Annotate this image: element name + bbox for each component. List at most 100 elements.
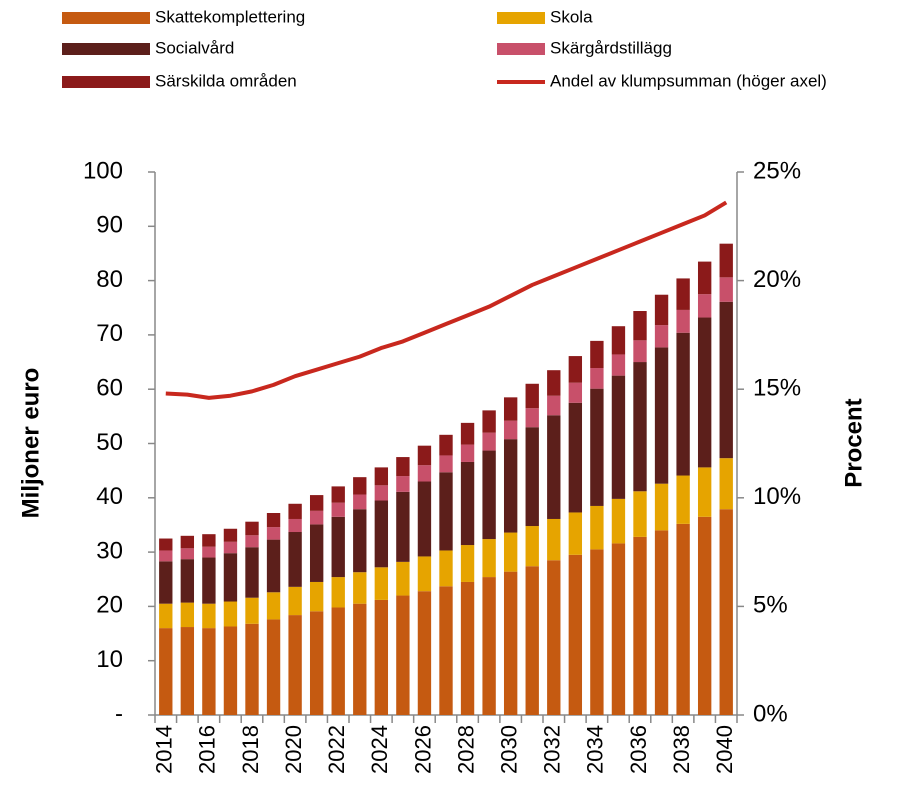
bar-segment (396, 491, 410, 562)
bar-segment (180, 602, 195, 628)
bar-segment (654, 530, 669, 715)
bar-segment (697, 294, 712, 318)
bar-segment (460, 461, 475, 546)
bar-segment (697, 467, 712, 517)
legend-swatch (497, 12, 545, 24)
bar-segment (180, 627, 195, 715)
bar-segment (331, 577, 345, 608)
bar-segment (547, 395, 561, 416)
bar-segment (396, 595, 410, 715)
x-tick-label: 2034 (583, 725, 608, 774)
bar-segment (202, 603, 216, 629)
bar-segment (482, 450, 496, 540)
legend-label: Andel av klumpsumman (höger axel) (550, 71, 827, 90)
x-tick-label: 2018 (238, 725, 263, 774)
bar-segment (676, 523, 690, 715)
bar-segment (525, 566, 539, 715)
x-tick-label: 2028 (453, 725, 478, 774)
bar-segment (611, 498, 626, 544)
y-tick-label: 40 (96, 483, 123, 510)
bar-segment (482, 410, 496, 433)
bar-segment (460, 422, 475, 445)
bar-segment (288, 586, 302, 616)
bar-segment (525, 526, 539, 567)
bar-segment (245, 597, 259, 624)
bar-segment (417, 591, 432, 715)
x-tick-label: 2024 (367, 725, 392, 774)
bar-segment (547, 518, 561, 561)
bar-segment (159, 603, 173, 629)
y2-tick-label: 15% (753, 375, 801, 402)
bar-segment (590, 505, 604, 550)
bar-segment (719, 509, 733, 715)
bar-segment (331, 486, 345, 503)
bar-segment (676, 475, 690, 524)
bar-segment (180, 559, 195, 603)
bar-segment (309, 495, 324, 511)
bar-segment (223, 553, 238, 602)
x-tick-label: 2016 (195, 725, 220, 774)
bar-segment (719, 243, 733, 278)
bar-segment (223, 626, 238, 715)
bar-segment (331, 516, 345, 578)
y-tick-label: 10 (96, 646, 123, 673)
bar-segment (503, 532, 518, 572)
y2-axis-title: Procent (840, 398, 867, 487)
bar-segment (611, 375, 626, 499)
bar-segment (202, 628, 216, 715)
bar-segment (525, 427, 539, 527)
bar-segment (568, 512, 583, 555)
bar-segment (611, 354, 626, 376)
bar-segment (353, 603, 367, 715)
x-tick-label: 2014 (152, 725, 177, 774)
bar-segment (676, 309, 690, 333)
x-tick-label: 2030 (496, 725, 521, 774)
bar-segment (460, 444, 475, 462)
y-axis-title: Miljoner euro (17, 368, 44, 519)
legend-swatch (62, 76, 150, 88)
bar-segment (633, 340, 647, 363)
y-tick-label: 60 (96, 375, 123, 402)
bar-segment (309, 611, 324, 715)
bar-segment (633, 311, 647, 341)
line-series (165, 200, 728, 400)
bar-segment (202, 534, 216, 547)
bar-segment (460, 581, 475, 715)
y-tick-label: - (115, 700, 123, 727)
y2-tick-label: 20% (753, 266, 801, 293)
bar-segment (525, 383, 539, 409)
bar-segment (633, 536, 647, 715)
y2-tick-label: 10% (753, 483, 801, 510)
bar-segment (676, 332, 690, 476)
bar-segment (245, 623, 259, 715)
bar-segment (223, 528, 238, 542)
bar-segment (503, 571, 518, 715)
bar-segment (223, 541, 238, 554)
bar-segment (159, 628, 173, 715)
bar-segment (417, 481, 432, 557)
bar-segment (202, 546, 216, 558)
y-tick-label: 30 (96, 537, 123, 564)
bar-segment (245, 547, 259, 598)
bar-segment (719, 301, 733, 459)
bar-segment (331, 607, 345, 715)
bar-segment (288, 518, 302, 533)
bar-segment (439, 455, 453, 473)
bar-segment (482, 432, 496, 451)
bar-segment (590, 549, 604, 715)
bar-segment (353, 572, 367, 604)
bar-segment (568, 402, 583, 513)
y-tick-label: 20 (96, 592, 123, 619)
bar-segment (223, 601, 238, 627)
bar-segment (503, 420, 518, 440)
bar-segment (266, 619, 281, 715)
bar-segment (180, 535, 195, 549)
bar-segment (288, 615, 302, 715)
bar-segment (590, 368, 604, 389)
x-tick-label: 2036 (626, 725, 651, 774)
bar-segment (374, 467, 389, 486)
y2-tick-label: 25% (753, 157, 801, 184)
bar-segment (439, 434, 453, 456)
bar-segment (568, 382, 583, 403)
